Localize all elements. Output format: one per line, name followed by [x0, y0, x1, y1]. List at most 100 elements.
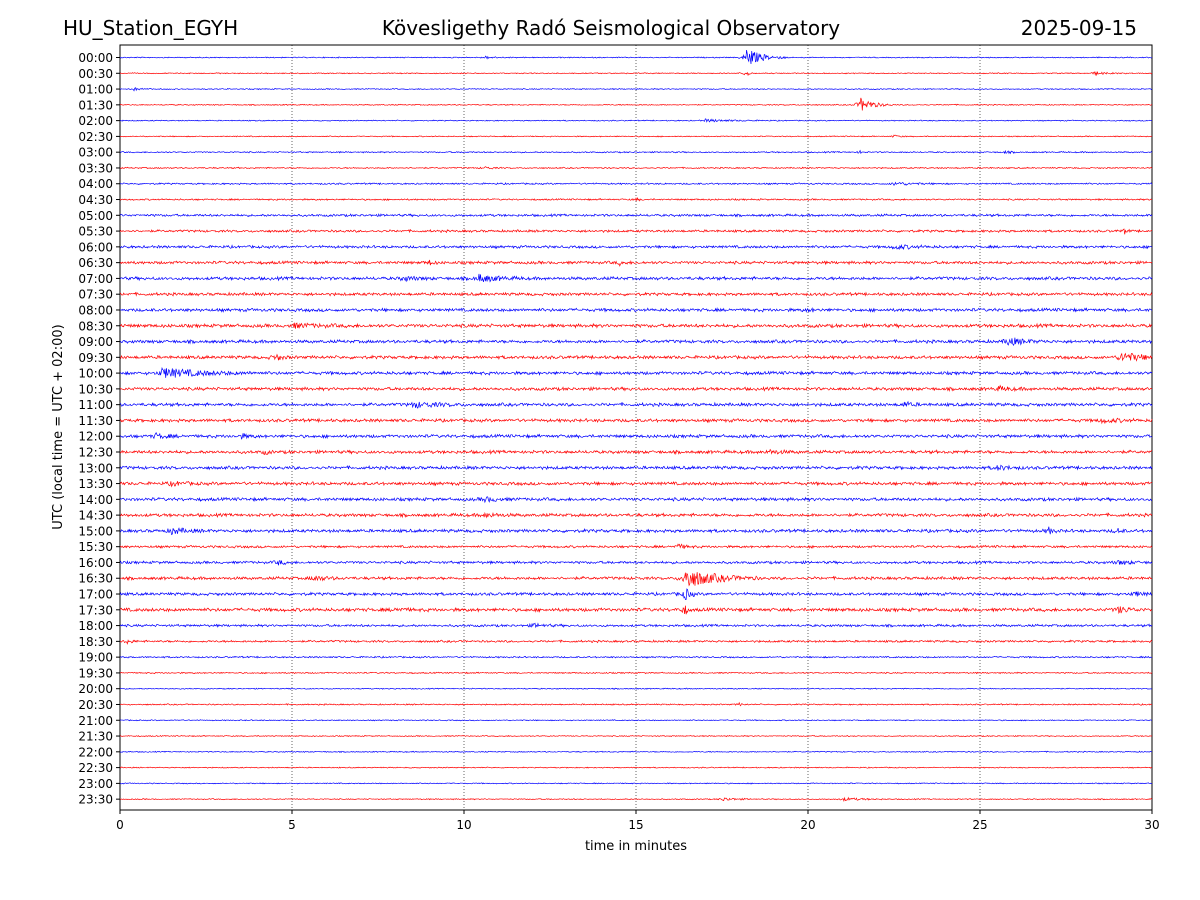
y-tick-label: 15:00: [78, 524, 113, 538]
y-tick-label: 00:30: [78, 67, 113, 81]
y-tick-label: 16:00: [78, 556, 113, 570]
y-tick-label: 11:30: [78, 414, 113, 428]
trace-2330: [119, 796, 1153, 802]
y-tick-label: 09:00: [78, 335, 113, 349]
y-tick-label: 05:00: [78, 209, 113, 223]
y-tick-label: 06:00: [78, 240, 113, 254]
y-tick-label: 07:30: [78, 288, 113, 302]
traces: [119, 49, 1153, 802]
trace-1330: [119, 480, 1153, 488]
trace-1600: [119, 559, 1153, 566]
y-tick-label: 22:00: [78, 745, 113, 759]
y-tick-label: 19:00: [78, 651, 113, 665]
y-tick-label: 04:30: [78, 193, 113, 207]
trace-0230: [119, 134, 1153, 138]
y-tick-label: 03:00: [78, 146, 113, 160]
y-tick-label: 16:30: [78, 572, 113, 586]
y-tick-label: 20:30: [78, 698, 113, 712]
trace-1900: [119, 655, 1153, 659]
trace-0030: [119, 71, 1153, 77]
trace-0500: [119, 213, 1153, 218]
y-tick-label: 01:30: [78, 98, 113, 112]
trace-2300: [119, 782, 1153, 785]
trace-1730: [119, 605, 1153, 615]
x-axis-label: time in minutes: [585, 839, 687, 854]
x-tick-label: 15: [628, 818, 643, 832]
trace-1230: [119, 448, 1153, 456]
y-tick-label: 13:30: [78, 477, 113, 491]
trace-2100: [119, 719, 1153, 722]
y-tick-label: 13:00: [78, 461, 113, 475]
trace-1130: [119, 417, 1153, 425]
y-tick-label: 06:30: [78, 256, 113, 270]
y-axis-label: UTC (local time = UTC + 02:00): [51, 324, 66, 529]
y-tick-label: 08:30: [78, 319, 113, 333]
y-tick-label: 11:00: [78, 398, 113, 412]
y-tick-label: 03:30: [78, 161, 113, 175]
trace-0800: [119, 306, 1153, 313]
y-tick-label: 00:00: [78, 51, 113, 65]
x-tick-label: 30: [1144, 818, 1159, 832]
y-tick-label: 10:00: [78, 367, 113, 381]
y-tick-label: 18:30: [78, 635, 113, 649]
trace-1000: [119, 366, 1153, 378]
x-tick-label: 0: [116, 818, 124, 832]
trace-1930: [119, 671, 1153, 675]
trace-0430: [119, 196, 1153, 202]
y-tick-label: 21:00: [78, 714, 113, 728]
trace-0000: [119, 49, 1153, 65]
y-tick-label: 05:30: [78, 225, 113, 239]
trace-1430: [119, 511, 1153, 519]
trace-1200: [119, 431, 1153, 440]
y-tick-label: 02:30: [78, 130, 113, 144]
x-tick-label: 10: [456, 818, 471, 832]
y-tick-label: 12:30: [78, 446, 113, 460]
trace-2000: [119, 687, 1153, 690]
y-tick-label: 10:30: [78, 382, 113, 396]
y-tick-label: 12:00: [78, 430, 113, 444]
trace-0930: [119, 352, 1153, 362]
trace-0630: [119, 259, 1153, 267]
trace-1830: [119, 639, 1153, 645]
y-tick-label: 02:00: [78, 114, 113, 128]
trace-0300: [119, 149, 1153, 155]
y-tick-label: 18:00: [78, 619, 113, 633]
chart-title: Kövesligethy Radó Seismological Observat…: [382, 16, 840, 40]
y-tick-label: 20:00: [78, 682, 113, 696]
y-tick-label: 01:00: [78, 83, 113, 97]
trace-1500: [119, 526, 1153, 536]
y-tick-label: 23:30: [78, 793, 113, 807]
trace-1400: [119, 496, 1153, 504]
trace-1630: [119, 572, 1153, 587]
trace-2030: [119, 701, 1153, 707]
y-tick-label: 21:30: [78, 730, 113, 744]
station-title: HU_Station_EGYH: [63, 16, 238, 40]
y-tick-label: 23:00: [78, 777, 113, 791]
x-tick-label: 20: [800, 818, 815, 832]
x-tick-label: 25: [972, 818, 987, 832]
trace-0530: [119, 228, 1153, 235]
trace-1030: [119, 384, 1153, 393]
x-tick-label: 5: [288, 818, 296, 832]
date-label: 2025-09-15: [1021, 16, 1137, 40]
trace-0600: [119, 243, 1153, 251]
trace-0200: [119, 118, 1153, 123]
trace-0400: [119, 181, 1153, 187]
trace-2230: [119, 766, 1153, 769]
trace-0830: [119, 322, 1153, 330]
trace-0700: [119, 273, 1153, 283]
trace-0900: [119, 337, 1153, 347]
trace-1530: [119, 543, 1153, 550]
trace-0130: [119, 97, 1153, 111]
trace-1800: [119, 622, 1153, 629]
y-tick-label: 07:00: [78, 272, 113, 286]
y-tick-label: 15:30: [78, 540, 113, 554]
y-tick-label: 17:00: [78, 588, 113, 602]
trace-1300: [119, 464, 1153, 472]
y-tick-label: 14:30: [78, 509, 113, 523]
y-tick-label: 09:30: [78, 351, 113, 365]
trace-0330: [119, 166, 1153, 170]
y-tick-label: 04:00: [78, 177, 113, 191]
